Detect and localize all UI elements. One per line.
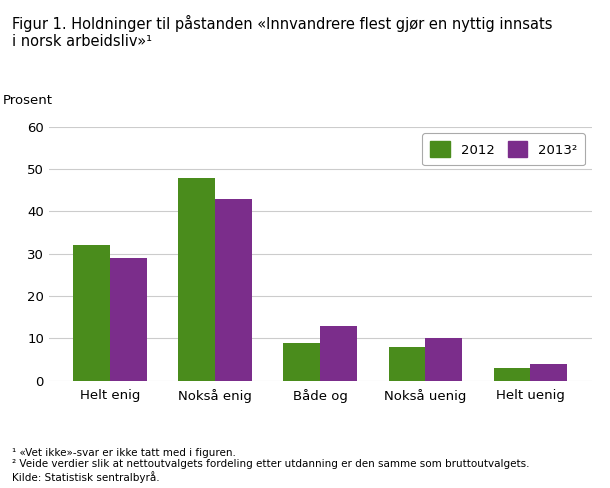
Legend: 2012, 2013²: 2012, 2013²	[422, 134, 585, 165]
Bar	[284, 343, 320, 381]
Bar	[530, 364, 567, 381]
Text: ¹ «Vet ikke»-svar er ikke tatt med i figuren.
² Veide verdier slik at nettoutval: ¹ «Vet ikke»-svar er ikke tatt med i fig…	[12, 447, 529, 483]
Bar	[179, 178, 215, 381]
Bar	[493, 368, 530, 381]
Text: Figur 1. Holdninger til påstanden «Innvandrere flest gjør en nyttig innsats
i no: Figur 1. Holdninger til påstanden «Innva…	[12, 15, 553, 49]
Bar	[215, 199, 252, 381]
Bar	[320, 325, 357, 381]
Bar	[110, 258, 147, 381]
Bar	[389, 347, 425, 381]
Bar	[73, 245, 110, 381]
Text: Prosent: Prosent	[2, 94, 52, 106]
Bar	[425, 338, 462, 381]
